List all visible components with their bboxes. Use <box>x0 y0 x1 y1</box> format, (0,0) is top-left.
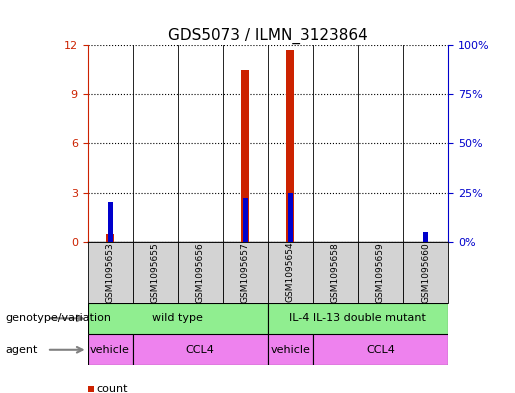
Text: count: count <box>97 384 128 393</box>
Text: vehicle: vehicle <box>90 345 130 355</box>
Text: agent: agent <box>5 345 38 355</box>
Bar <box>108 202 112 242</box>
Bar <box>403 242 448 303</box>
Text: GSM1095659: GSM1095659 <box>376 242 385 303</box>
Bar <box>133 242 178 303</box>
Bar <box>88 242 133 303</box>
Bar <box>88 334 133 365</box>
Bar <box>286 50 295 242</box>
Bar <box>243 198 248 242</box>
Bar <box>88 303 268 334</box>
Text: GSM1095656: GSM1095656 <box>196 242 204 303</box>
Bar <box>268 242 313 303</box>
Bar <box>313 334 448 365</box>
Bar <box>313 242 358 303</box>
Text: GSM1095657: GSM1095657 <box>241 242 250 303</box>
Text: wild type: wild type <box>152 313 203 323</box>
Text: IL-4 IL-13 double mutant: IL-4 IL-13 double mutant <box>289 313 426 323</box>
Title: GDS5073 / ILMN_3123864: GDS5073 / ILMN_3123864 <box>168 28 368 44</box>
Bar <box>106 234 114 242</box>
Text: CCL4: CCL4 <box>366 345 395 355</box>
Text: vehicle: vehicle <box>270 345 310 355</box>
Text: GSM1095653: GSM1095653 <box>106 242 114 303</box>
Text: GSM1095658: GSM1095658 <box>331 242 340 303</box>
Text: genotype/variation: genotype/variation <box>5 313 111 323</box>
Text: GSM1095660: GSM1095660 <box>421 242 430 303</box>
Text: GSM1095654: GSM1095654 <box>286 242 295 303</box>
Bar <box>358 242 403 303</box>
Bar <box>222 242 268 303</box>
Bar <box>268 334 313 365</box>
Text: GSM1095655: GSM1095655 <box>151 242 160 303</box>
Bar <box>423 232 428 242</box>
Bar <box>268 303 448 334</box>
Bar <box>288 193 293 242</box>
Bar <box>133 334 268 365</box>
Bar <box>178 242 222 303</box>
Text: CCL4: CCL4 <box>186 345 215 355</box>
Bar <box>241 70 249 242</box>
